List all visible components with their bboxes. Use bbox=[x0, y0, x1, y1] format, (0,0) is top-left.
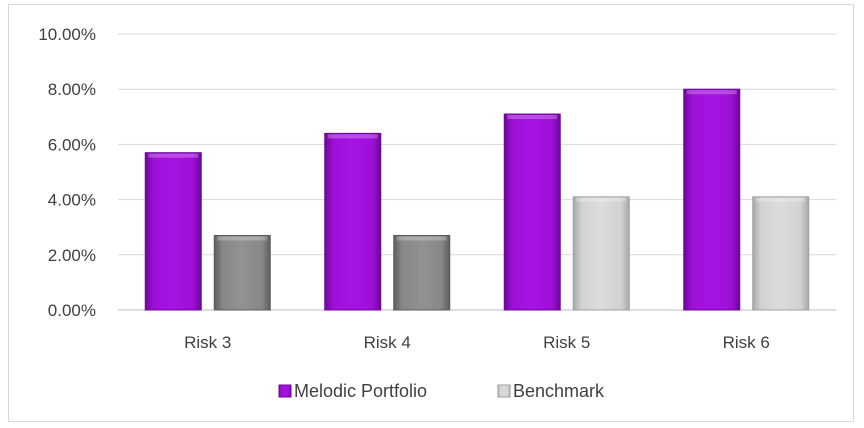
bar-bevel bbox=[148, 153, 199, 158]
bar-bevel bbox=[327, 134, 378, 139]
bar-bevel bbox=[755, 197, 806, 202]
bar bbox=[683, 88, 741, 311]
x-tick-label: Risk 3 bbox=[184, 333, 231, 352]
legend-swatch bbox=[497, 384, 511, 398]
legend-item: Benchmark bbox=[497, 381, 605, 401]
bar-bevel bbox=[396, 236, 447, 241]
legend-swatch bbox=[278, 384, 292, 398]
bar bbox=[213, 234, 271, 311]
bar-bevel bbox=[507, 115, 558, 120]
y-tick-label: 4.00% bbox=[48, 191, 96, 210]
bar bbox=[393, 234, 451, 311]
bar-body bbox=[503, 113, 561, 311]
x-tick-label: Risk 5 bbox=[543, 333, 590, 352]
bar-body bbox=[144, 152, 202, 311]
bar-bevel bbox=[686, 90, 737, 95]
legend-item: Melodic Portfolio bbox=[278, 381, 427, 401]
bar-body bbox=[752, 196, 810, 311]
legend-label: Melodic Portfolio bbox=[294, 381, 427, 401]
bar-body bbox=[393, 234, 451, 311]
y-tick-label: 0.00% bbox=[48, 301, 96, 320]
bar bbox=[503, 113, 561, 311]
y-tick-label: 2.00% bbox=[48, 246, 96, 265]
bar bbox=[572, 196, 630, 311]
bar bbox=[752, 196, 810, 311]
y-tick-label: 10.00% bbox=[38, 25, 96, 44]
legend: Melodic Portfolio Benchmark bbox=[278, 381, 605, 401]
x-tick-label: Risk 4 bbox=[364, 333, 411, 352]
bar bbox=[324, 132, 382, 311]
bar-body bbox=[324, 132, 382, 311]
bar bbox=[144, 152, 202, 311]
legend-label: Benchmark bbox=[513, 381, 605, 401]
bar-body bbox=[213, 234, 271, 311]
x-tick-label: Risk 6 bbox=[723, 333, 770, 352]
bar-bevel bbox=[576, 197, 627, 202]
y-tick-label: 8.00% bbox=[48, 80, 96, 99]
bar-body bbox=[683, 88, 741, 311]
y-tick-label: 6.00% bbox=[48, 135, 96, 154]
bar-body bbox=[572, 196, 630, 311]
bar-bevel bbox=[217, 236, 268, 241]
